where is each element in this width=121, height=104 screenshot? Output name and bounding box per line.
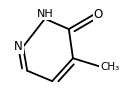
- Text: NH: NH: [37, 9, 53, 19]
- Text: N: N: [14, 40, 23, 53]
- Text: O: O: [94, 8, 103, 21]
- Text: CH₃: CH₃: [100, 62, 119, 72]
